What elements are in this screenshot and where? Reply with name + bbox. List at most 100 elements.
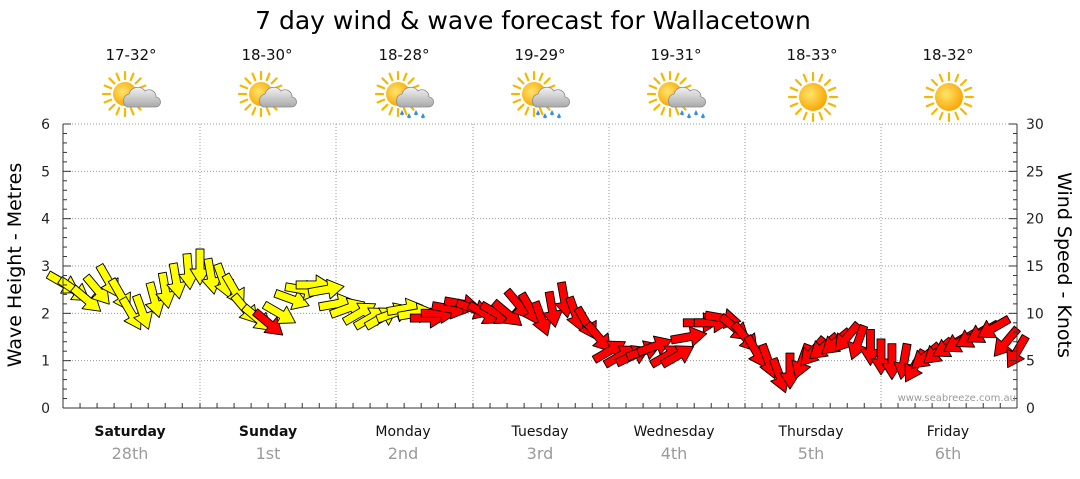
sun-ray [653, 103, 661, 111]
sun-ray [381, 103, 389, 111]
wind-arrow [670, 326, 708, 347]
y-right-tick-label: 25 [1026, 164, 1044, 180]
sun-ray [818, 111, 824, 121]
sun-ray [954, 111, 960, 121]
rain-drop [701, 113, 705, 119]
wind-arrow [491, 298, 523, 326]
day-label: Wednesday [633, 424, 714, 440]
date-label: 1st [256, 444, 281, 463]
sun-ray [543, 77, 551, 85]
sun-ray [653, 77, 661, 85]
sun-ray [827, 86, 837, 92]
sun-ray [407, 77, 415, 85]
sun-ray [244, 77, 252, 85]
wind-arrow-shape [132, 293, 153, 330]
sun-ray [115, 106, 121, 116]
sun-ray [648, 84, 658, 90]
sun-ray [823, 107, 832, 116]
sun-ray [239, 98, 249, 104]
wind-arrow-shape [977, 315, 1012, 339]
sunny-icon [787, 71, 839, 123]
sun-ray [538, 106, 544, 116]
sun-ray [108, 77, 116, 85]
sun-ray [925, 86, 935, 92]
sun-ray [794, 107, 803, 116]
day-label: Saturday [94, 424, 165, 440]
y-right-tick-label: 15 [1026, 259, 1044, 275]
date-label: 4th [661, 444, 688, 463]
rain-drop [687, 113, 691, 119]
sunny-icon [923, 71, 975, 123]
temp-range: 19-31° [650, 46, 701, 64]
rain-drop [414, 110, 418, 116]
sun-ray [270, 77, 278, 85]
wind-arrows [45, 248, 1030, 394]
y-left-tick-label: 5 [41, 164, 50, 180]
wind-arrow [132, 293, 153, 330]
showers-icon [374, 70, 434, 119]
showers-icon [510, 70, 570, 119]
sun-ray [679, 77, 687, 85]
wind-arrow [977, 315, 1012, 339]
sun-ray [674, 106, 680, 116]
wind-arrow-shape [307, 278, 345, 300]
chart-title: 7 day wind & wave forecast for Wallaceto… [255, 6, 811, 35]
partly-cloudy-icon [237, 70, 297, 118]
wind-arrow-shape [1006, 334, 1030, 369]
rain-drop [400, 110, 404, 116]
date-label: 5th [798, 444, 825, 463]
sun-ray [103, 98, 113, 104]
sun-ray [265, 72, 271, 82]
wind-arrow [261, 300, 296, 324]
cloud-shape [668, 86, 706, 108]
wind-arrow-shape [252, 308, 284, 336]
y-left-tick-label: 6 [41, 117, 50, 133]
sun-ray [938, 111, 944, 121]
sun-ray [251, 106, 257, 116]
date-label: 2nd [388, 444, 418, 463]
sun-disc [799, 83, 827, 111]
sun-ray [512, 98, 522, 104]
day-label: Sunday [239, 424, 297, 440]
rain-drop [694, 110, 698, 116]
sun-ray [959, 78, 968, 87]
cloud-shape [532, 86, 570, 108]
wind-arrow [636, 335, 673, 357]
sun-ray [674, 72, 680, 82]
day-label: Thursday [777, 424, 843, 440]
wind-arrow-shape [670, 326, 708, 347]
y-right-tick-label: 0 [1026, 401, 1035, 417]
wind-arrow [583, 320, 612, 353]
cloud-shape [123, 86, 161, 108]
watermark: www.seabreeze.com.au [898, 393, 1016, 404]
sun-ray [538, 72, 544, 82]
sun-ray [789, 102, 799, 108]
wind-arrow [307, 278, 345, 300]
sun-ray [108, 103, 116, 111]
weather-row: 17-32° 18-30° 18-28° 19-29° 19-31° 18-33° 18-3… [101, 46, 975, 123]
rain-drop [680, 110, 684, 116]
y-right-tick-label: 5 [1026, 354, 1035, 370]
day-labels: Saturday 28th Sunday 1st Monday 2nd Tuesday 3rd… [94, 424, 969, 463]
sun-ray [827, 102, 837, 108]
sun-ray [930, 107, 939, 116]
sun-ray [648, 98, 658, 104]
wind-arrow [659, 345, 695, 369]
y-left-tick-label: 4 [41, 212, 50, 228]
sun-ray [251, 72, 257, 82]
sun-ray [660, 72, 666, 82]
wind-arrow [1006, 334, 1030, 369]
wind-arrow-shape [659, 345, 695, 369]
y-left-tick-label: 1 [41, 354, 50, 370]
sun-ray [129, 106, 135, 116]
rain-drop [550, 110, 554, 116]
temp-range: 17-32° [105, 46, 156, 64]
sun-ray [129, 72, 135, 82]
day-label: Monday [375, 424, 430, 440]
wind-arrow-shape [636, 335, 673, 357]
y-left-tick-label: 2 [41, 306, 50, 322]
sun-ray [963, 86, 973, 92]
sun-ray [115, 72, 121, 82]
date-label: 28th [112, 444, 149, 463]
